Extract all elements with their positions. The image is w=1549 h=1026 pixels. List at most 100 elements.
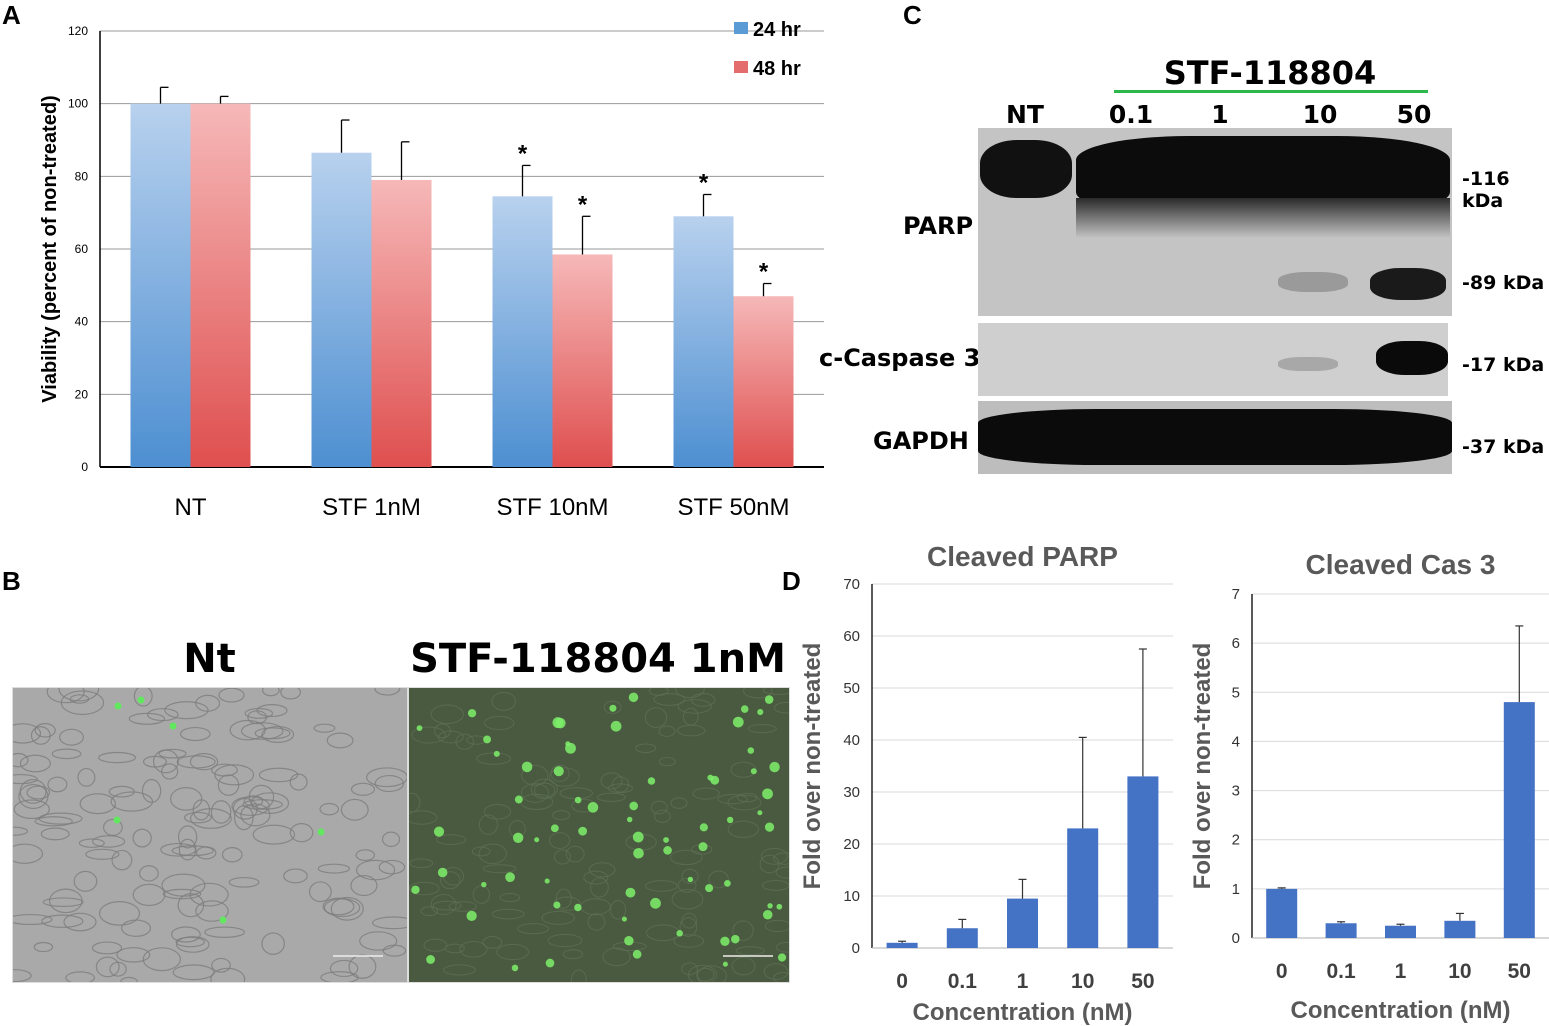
y-tick-label: 0: [1232, 930, 1240, 947]
cell-outline: [491, 908, 525, 920]
fluorescent-cell: [466, 910, 477, 921]
fluorescent-cell: [169, 722, 177, 730]
fluorescent-cell: [722, 961, 728, 967]
cell-outline: [727, 820, 760, 838]
cell-outline: [580, 898, 611, 916]
cell-outline: [374, 688, 401, 696]
bar: [1127, 776, 1159, 948]
cell-outline: [142, 947, 181, 972]
cell-outline: [326, 732, 354, 749]
cell-outline: [559, 787, 594, 800]
fluorescent-cell: [776, 903, 783, 910]
cell-outline: [378, 859, 406, 875]
cell-outline: [696, 967, 715, 982]
cell-outline: [658, 756, 676, 767]
y-tick-label: 0: [852, 940, 860, 957]
cell-outline: [350, 782, 376, 796]
cell-outline: [653, 693, 686, 706]
cell-outline: [211, 957, 231, 973]
cell-outline: [110, 791, 154, 812]
cell-outline: [13, 773, 38, 785]
cell-outline: [482, 936, 503, 949]
cell-outline: [366, 767, 407, 788]
fluorescent-cell: [764, 695, 774, 704]
x-axis-label: Concentration (nM): [913, 999, 1133, 1026]
x-tick-label: STF 50nM: [677, 494, 789, 521]
wb-band: [1376, 341, 1448, 375]
cell-outline: [731, 956, 756, 976]
fluorescent-cell: [481, 881, 487, 888]
y-tick-label: 4: [1232, 733, 1240, 750]
cell-outline: [635, 743, 657, 753]
fluorescent-cell: [747, 747, 755, 754]
cell-outline: [13, 723, 42, 744]
cell-outline: [175, 936, 206, 948]
cell-outline: [677, 699, 712, 714]
cell-outline: [13, 969, 32, 982]
wb-lane-1: 1: [1211, 100, 1229, 129]
fluorescent-cell: [512, 832, 524, 843]
cell-outline: [189, 808, 232, 829]
cell-outline: [247, 710, 267, 725]
cell-outline: [19, 779, 47, 804]
cell-outline: [289, 823, 314, 843]
cell-outline: [95, 956, 120, 978]
cell-outline: [762, 688, 789, 695]
cell-outline: [491, 691, 516, 711]
fluorescent-cell: [632, 949, 642, 959]
fluorescent-cell: [534, 837, 540, 843]
y-tick-label: 0: [81, 460, 88, 474]
bar: [552, 254, 613, 467]
wb-band: [980, 140, 1072, 198]
wb-band: [1370, 268, 1446, 300]
cell-outline: [517, 923, 550, 935]
cell-outline: [77, 767, 96, 787]
cell-outline: [359, 931, 398, 951]
fluorescent-cell: [705, 884, 714, 893]
cell-outline: [161, 873, 206, 897]
cell-outline: [13, 752, 29, 768]
cell-outline: [47, 776, 68, 793]
fluorescent-cell: [750, 768, 757, 775]
fluorescent-cell: [505, 872, 515, 883]
x-tick-label: 10: [1448, 960, 1471, 983]
cell-outline: [671, 888, 704, 910]
cell-outline: [466, 735, 487, 745]
cell-outline: [177, 825, 198, 849]
bar: [190, 103, 251, 468]
bar: [371, 179, 432, 467]
cell-outline: [760, 847, 788, 865]
cell-outline: [355, 859, 396, 881]
wb-smear: [1076, 198, 1450, 238]
fluorescent-cell: [578, 826, 588, 836]
y-tick-label: 2: [1232, 832, 1240, 849]
cell-outline: [19, 754, 51, 773]
fluorescent-cell: [731, 934, 740, 944]
cell-outline: [588, 862, 616, 878]
panel-label-b: B: [2, 566, 21, 596]
cell-outline: [708, 870, 729, 889]
cell-outline: [455, 733, 475, 750]
cell-outline: [602, 947, 631, 967]
fluorescent-cell: [416, 725, 423, 731]
fluorescent-cell: [699, 823, 708, 832]
fluorescent-cell: [545, 958, 555, 968]
wb-blot-caspase: [978, 323, 1448, 396]
cell-outline: [322, 897, 355, 916]
cell-outline: [459, 940, 488, 958]
fluorescent-cell: [698, 842, 708, 852]
cell-outline: [30, 726, 51, 745]
cell-outline: [146, 708, 179, 722]
wb-band: [1278, 272, 1348, 292]
cell-outline: [423, 938, 448, 952]
wb-row-label-gapdh: GAPDH: [873, 427, 969, 455]
wb-marker-17: -17 kDa: [1462, 354, 1545, 376]
x-tick-label: 0.1: [948, 970, 978, 993]
fluorescent-cell: [113, 816, 121, 824]
fluorescent-cell: [777, 953, 787, 962]
cell-outline: [317, 863, 351, 874]
fluorescent-cell: [663, 837, 669, 843]
cell-outline: [121, 919, 152, 937]
cell-outline: [773, 701, 789, 714]
cell-outline: [747, 724, 777, 734]
